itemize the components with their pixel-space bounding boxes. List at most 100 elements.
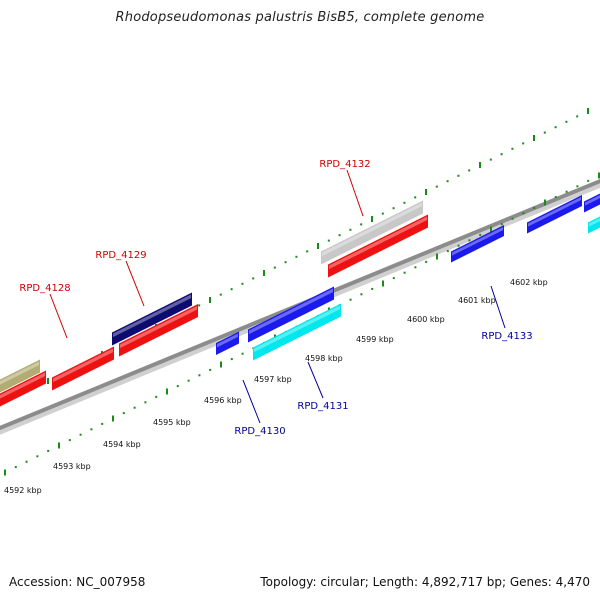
red-feature-2[interactable]: [52, 346, 114, 391]
scale-label: 4593 kbp: [53, 462, 91, 471]
inner-minor-tick: [241, 352, 244, 355]
inner-minor-tick: [101, 422, 104, 425]
inner-minor-tick: [176, 385, 179, 388]
gray-feature-highlight: [322, 202, 422, 257]
inner-minor-tick: [133, 406, 136, 409]
gene-label[interactable]: RPD_4128: [19, 283, 70, 294]
outer-minor-tick: [554, 126, 557, 129]
gene-label-leader: [307, 361, 324, 399]
olive-feature-highlight: [0, 361, 39, 385]
gene-label-leader: [346, 169, 364, 217]
inner-minor-tick: [209, 368, 212, 371]
red-feature-3[interactable]: [119, 304, 198, 357]
inner-minor-tick: [403, 271, 406, 274]
outer-minor-tick: [241, 282, 244, 285]
outer-minor-tick: [435, 185, 438, 188]
inner-minor-tick: [500, 223, 503, 226]
blue-feature-3[interactable]: [451, 225, 504, 263]
inner-minor-tick: [47, 449, 50, 452]
outer-minor-tick: [306, 250, 309, 253]
blue-feature-2-body: [216, 331, 239, 355]
cyan-feature-2-body: [588, 216, 600, 234]
map-title: Rhodopseudomonas palustris BisB5, comple…: [115, 10, 485, 25]
outer-minor-tick: [457, 174, 460, 177]
scale-label: 4594 kbp: [103, 440, 141, 449]
scale-label: 4595 kbp: [153, 418, 191, 427]
blue-feature-4-body: [527, 195, 582, 234]
red-feature-4-body: [328, 214, 428, 278]
inner-minor-tick: [144, 401, 147, 404]
outer-minor-tick: [500, 153, 503, 156]
outer-minor-tick: [284, 261, 287, 264]
outer-minor-tick: [543, 131, 546, 134]
olive-feature-body: [0, 359, 40, 393]
blue-feature-4-highlight: [528, 197, 581, 227]
gene-label[interactable]: RPD_4131: [297, 401, 348, 412]
outer-minor-tick: [252, 277, 255, 280]
scale-label: 4600 kbp: [407, 315, 445, 324]
gene-label-leader: [242, 379, 261, 424]
blue-feature-3-body: [451, 225, 504, 263]
inner-minor-tick: [457, 244, 460, 247]
gray-feature[interactable]: [321, 200, 423, 265]
outer-minor-tick: [381, 212, 384, 215]
blue-feature-3-highlight: [452, 227, 503, 256]
cyan-feature-2[interactable]: [588, 215, 600, 234]
inner-minor-tick: [446, 250, 449, 253]
gene-label[interactable]: RPD_4132: [319, 159, 370, 170]
gene-label-leader: [125, 260, 145, 307]
inner-minor-tick: [349, 298, 352, 301]
navy-feature[interactable]: [112, 292, 192, 346]
inner-minor-tick: [360, 293, 363, 296]
inner-minor-tick: [371, 287, 374, 290]
outer-minor-tick: [327, 239, 330, 242]
inner-minor-tick: [14, 466, 17, 469]
scale-label: 4602 kbp: [510, 278, 548, 287]
inner-minor-tick: [479, 233, 482, 236]
outer-minor-tick: [338, 234, 341, 237]
outer-minor-tick: [273, 266, 276, 269]
scale-label: 4601 kbp: [458, 296, 496, 305]
outer-minor-tick: [295, 255, 298, 258]
gene-label[interactable]: RPD_4129: [95, 250, 146, 261]
scale-label: 4597 kbp: [254, 375, 292, 384]
scale-label: 4596 kbp: [204, 396, 242, 405]
scale-label: 4592 kbp: [4, 486, 42, 495]
inner-minor-tick: [414, 266, 417, 269]
inner-minor-tick: [198, 374, 201, 377]
cyan-feature-1[interactable]: [253, 303, 341, 361]
outer-minor-tick: [198, 304, 201, 307]
outer-minor-tick: [446, 180, 449, 183]
inner-minor-tick: [468, 239, 471, 242]
outer-minor-tick: [219, 293, 222, 296]
red-feature-3-highlight: [120, 306, 197, 349]
blue-feature-5[interactable]: [584, 192, 600, 213]
gene-label[interactable]: RPD_4133: [481, 331, 532, 342]
outer-minor-tick: [565, 120, 568, 123]
inner-minor-tick: [36, 455, 39, 458]
blue-feature-1-body: [248, 286, 334, 343]
outer-minor-tick: [392, 207, 395, 210]
inner-minor-tick: [68, 439, 71, 442]
blue-feature-2[interactable]: [216, 331, 239, 356]
outer-minor-tick: [522, 142, 525, 145]
blue-feature-5-highlight: [585, 195, 600, 206]
blue-feature-4[interactable]: [527, 195, 582, 234]
inner-minor-tick: [155, 395, 158, 398]
red-feature-4[interactable]: [328, 214, 428, 278]
genome-summary-text: Topology: circular; Length: 4,892,717 bp…: [260, 575, 590, 589]
red-feature-3-body: [119, 304, 198, 357]
inner-minor-tick: [522, 212, 525, 215]
red-feature-2-highlight: [53, 348, 113, 383]
blue-feature-1-highlight: [249, 288, 333, 335]
red-feature-1[interactable]: [0, 370, 46, 409]
blue-feature-1[interactable]: [248, 286, 334, 343]
inner-minor-tick: [554, 196, 557, 199]
cyan-feature-1-body: [253, 303, 341, 361]
cyan-feature-2-highlight: [589, 218, 600, 227]
red-feature-1-highlight: [0, 372, 45, 399]
gene-label[interactable]: RPD_4130: [234, 426, 285, 437]
red-feature-2-body: [52, 346, 114, 391]
olive-feature[interactable]: [0, 359, 40, 395]
